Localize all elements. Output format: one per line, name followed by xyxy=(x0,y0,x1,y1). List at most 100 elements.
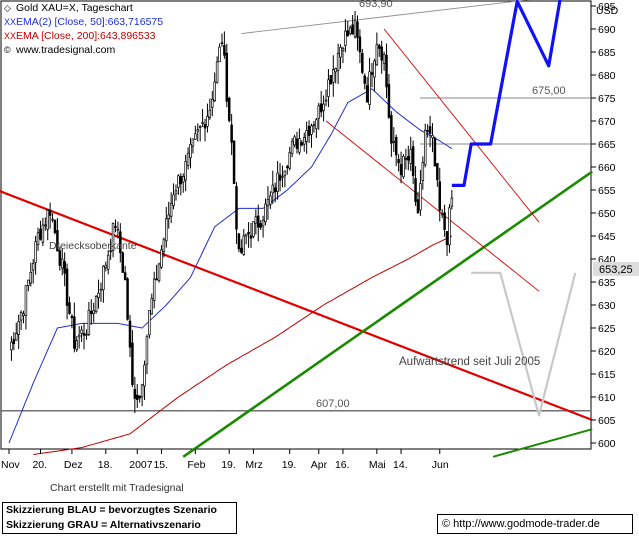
candle-body xyxy=(302,137,306,145)
candle-body xyxy=(375,44,379,66)
candle-body xyxy=(242,235,245,255)
candle-body xyxy=(227,97,231,121)
candle-body xyxy=(390,114,393,144)
candle-body xyxy=(269,195,272,205)
candle-body xyxy=(186,152,190,166)
candle-body xyxy=(31,263,35,271)
candle-body xyxy=(104,264,108,269)
candle-body xyxy=(92,310,95,314)
y-tick-label: 680 xyxy=(598,70,616,82)
candle-body xyxy=(174,190,178,195)
candle-body xyxy=(428,126,432,134)
y-tick-label: 615 xyxy=(598,369,616,381)
candle-body xyxy=(351,24,354,35)
candle-body xyxy=(288,152,291,169)
candle-body xyxy=(363,75,366,84)
currency-label: USD xyxy=(596,5,619,17)
candle-body xyxy=(247,231,250,235)
candle-body xyxy=(370,72,374,75)
candle-body xyxy=(145,336,149,365)
x-tick-label: Nov xyxy=(1,459,20,471)
candle-body xyxy=(232,140,236,184)
candle-body xyxy=(257,215,260,228)
candle-body xyxy=(385,54,388,88)
candle-body xyxy=(387,83,391,118)
chart-icon: ◇ xyxy=(4,3,11,13)
x-tick-label: 19. xyxy=(282,459,297,471)
candle-body xyxy=(172,194,175,206)
candle-body xyxy=(75,340,79,350)
candle-body xyxy=(136,394,139,400)
candle-body xyxy=(44,224,47,227)
plot-border xyxy=(0,0,592,450)
level-label: 675,00 xyxy=(532,85,566,97)
candle-body xyxy=(90,310,93,315)
candle-body xyxy=(327,79,330,97)
candle-body xyxy=(225,52,229,102)
candle-body xyxy=(324,99,328,102)
trendline-uptrend-lower xyxy=(492,428,593,458)
candle-body xyxy=(235,186,238,230)
candle-body xyxy=(39,228,42,240)
candle-body xyxy=(213,81,216,102)
scenario-lines xyxy=(451,0,577,417)
candle-body xyxy=(332,69,335,83)
candle-body xyxy=(450,197,454,207)
y-tick-label: 695 xyxy=(598,1,616,13)
candle-body xyxy=(440,213,444,216)
y-tick-label: 605 xyxy=(598,415,616,427)
candle-body xyxy=(24,285,28,316)
x-tick-label: Mrz xyxy=(245,459,262,471)
candle-body xyxy=(373,60,376,78)
candle-body xyxy=(312,124,316,127)
y-tick-label: 630 xyxy=(598,300,616,312)
source-link[interactable]: © http://www.godmode-trader.de xyxy=(437,514,633,534)
candle-body xyxy=(223,45,226,56)
candle-body xyxy=(394,137,398,156)
candle-body xyxy=(276,172,279,192)
y-tick-label: 675 xyxy=(598,93,616,105)
candle-body xyxy=(150,297,154,315)
candle-body xyxy=(339,46,342,58)
candle-body xyxy=(27,279,30,286)
legend-site[interactable]: © www.tradesignal.com xyxy=(4,44,116,56)
y-tick-label: 650 xyxy=(598,208,616,220)
trendline-triangle-upper-grey xyxy=(241,0,530,35)
candle-body xyxy=(319,103,323,113)
candle-body xyxy=(353,19,357,38)
candle-body xyxy=(194,133,197,140)
candle-body xyxy=(116,228,120,231)
candle-body xyxy=(87,309,91,335)
candle-body xyxy=(356,21,359,38)
candle-body xyxy=(378,45,381,49)
legend-ema50: XXEMA(2) [Close, 50]:663,716575 xyxy=(4,16,164,28)
candle-body xyxy=(266,199,270,207)
candle-body xyxy=(414,178,417,202)
candle-body xyxy=(278,174,282,181)
candle-body xyxy=(295,138,299,149)
candle-body xyxy=(196,129,200,132)
y-tick-label: 685 xyxy=(598,47,616,59)
candle-body xyxy=(191,138,195,147)
level-label: 607,00 xyxy=(316,398,350,410)
candle-body xyxy=(58,250,62,266)
candle-body xyxy=(22,313,25,316)
candle-body xyxy=(165,218,168,242)
candle-body xyxy=(208,109,212,118)
candle-body xyxy=(411,146,415,176)
candle-body xyxy=(133,388,137,399)
candle-body xyxy=(361,52,364,73)
candle-body xyxy=(433,138,437,167)
y-axis: 6006056106156206256306356406456506556606… xyxy=(591,1,616,450)
candle-body xyxy=(148,310,151,336)
candle-body xyxy=(293,136,296,146)
candle-body xyxy=(15,332,18,341)
x-tick-label: 19. xyxy=(221,459,236,471)
candle-body xyxy=(56,230,59,252)
annotation-uptrend: Aufwärtstrend seit Juli 2005 xyxy=(399,356,540,368)
candle-body xyxy=(259,223,262,228)
trendlines xyxy=(0,0,593,458)
candle-body xyxy=(298,138,301,153)
